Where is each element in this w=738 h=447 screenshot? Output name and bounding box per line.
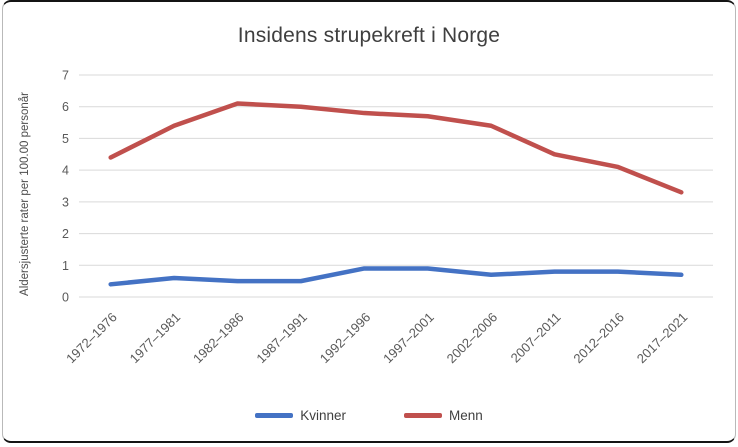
legend-label: Menn: [449, 408, 483, 423]
legend-label: Kvinner: [300, 408, 346, 423]
x-tick-label: 2012–2016: [570, 310, 627, 367]
legend-swatch-kvinner: [255, 413, 294, 418]
y-tick-label: 4: [62, 164, 69, 178]
x-tick-label: 1972–1976: [63, 310, 120, 367]
chart-legend: Kvinner Menn: [3, 408, 735, 423]
series-line-menn: [108, 101, 684, 195]
y-tick-label: 7: [62, 69, 69, 83]
legend-item-menn: Menn: [404, 408, 483, 423]
series-line-kvinner: [108, 266, 684, 287]
legend-item-kvinner: Kvinner: [255, 408, 346, 423]
legend-swatch-menn: [404, 413, 442, 418]
plot-area: 0 1 2 3 4 5 6 7 1972–1976 1977–1981 1982–1986 1987–…: [62, 69, 713, 367]
y-tick-label: 6: [62, 100, 69, 114]
x-tick-label: 2002–2006: [444, 310, 501, 367]
chart-title: Insidens strupekreft i Norge: [237, 24, 501, 47]
y-tick-label: 2: [62, 227, 69, 241]
x-tick-label: 1992–1996: [317, 310, 374, 367]
x-tick-label: 1987–1991: [253, 310, 310, 367]
y-tick-label: 3: [62, 195, 69, 209]
y-tick-label: 0: [62, 291, 69, 305]
x-tick-label: 1977–1981: [127, 310, 184, 367]
y-tick-label: 1: [62, 259, 69, 273]
y-tick-label: 5: [62, 132, 69, 146]
x-tick-label: 1982–1986: [190, 310, 247, 367]
x-tick-label: 2007–2011: [508, 310, 564, 366]
x-tick-label: 2017–2021: [634, 310, 691, 367]
x-tick-label: 1997–2001: [380, 310, 437, 367]
